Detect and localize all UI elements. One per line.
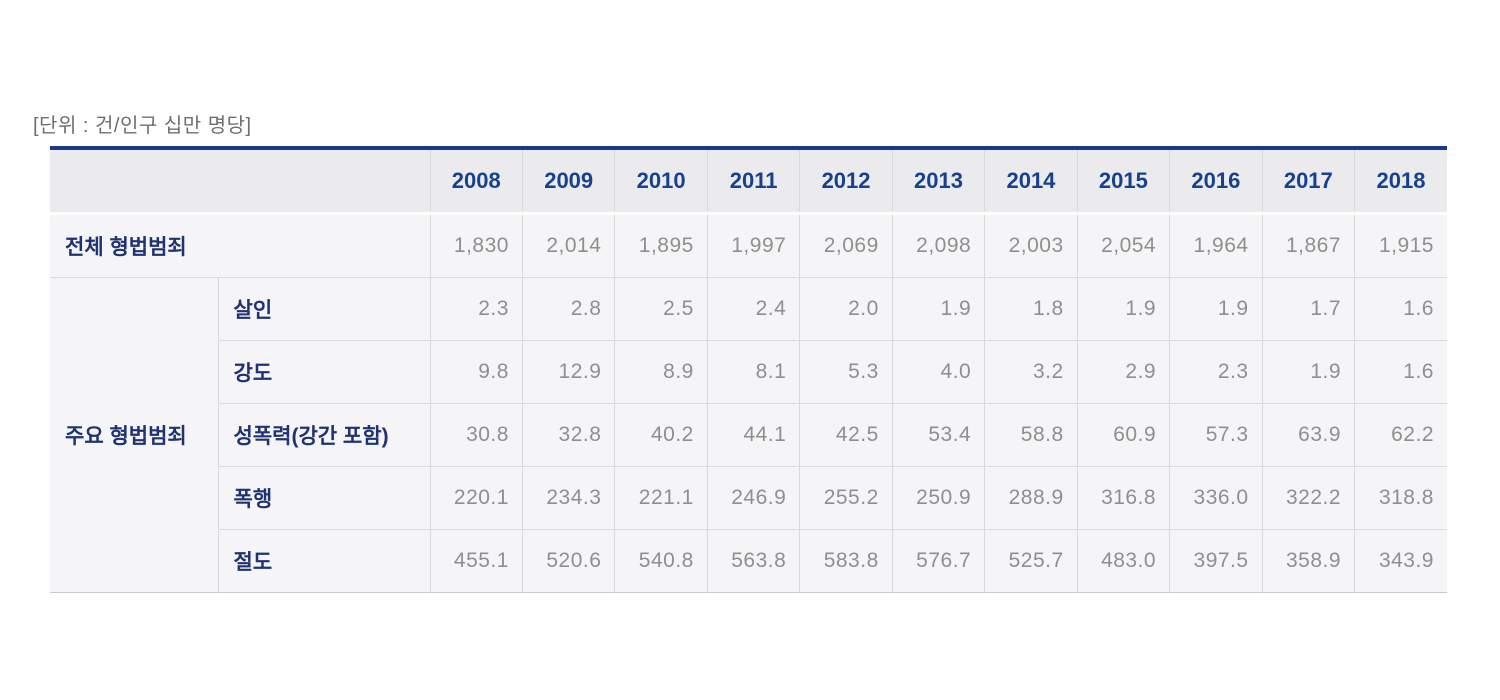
table-cell: 58.8 — [984, 403, 1078, 467]
table-cell: 1.7 — [1261, 277, 1355, 341]
unit-caption: [단위 : 건/인구 십만 명당] — [33, 115, 252, 137]
table-cell: 5.3 — [799, 340, 893, 404]
table-cell: 250.9 — [891, 466, 985, 530]
table-cell: 2.4 — [706, 277, 800, 341]
table-cell: 336.0 — [1169, 466, 1263, 530]
table-cell: 2.8 — [521, 277, 615, 341]
table-cell: 563.8 — [706, 529, 800, 593]
table-cell: 1.9 — [1261, 340, 1355, 404]
table-cell: 220.1 — [429, 466, 523, 530]
crime-stats-table: 2008 2009 2010 2011 2012 2013 2014 2015 … — [50, 146, 1447, 593]
row-label-murder: 살인 — [217, 277, 430, 341]
group-label-major-crimes: 주요 형법범죄 — [50, 277, 218, 593]
table-cell: 9.8 — [429, 340, 523, 404]
table-cell: 2,003 — [984, 213, 1078, 278]
table-row-robbery: 강도 9.8 12.9 8.9 8.1 5.3 4.0 3.2 2.9 2.3 … — [50, 340, 1447, 404]
table-row-murder: 주요 형법범죄 살인 2.3 2.8 2.5 2.4 2.0 1.9 1.8 1… — [50, 277, 1447, 593]
table-row-sexual-violence: 성폭력(강간 포함) 30.8 32.8 40.2 44.1 42.5 53.4… — [50, 403, 1447, 467]
year-header-row: 2008 2009 2010 2011 2012 2013 2014 2015 … — [50, 148, 1447, 215]
table-cell: 2.9 — [1076, 340, 1170, 404]
table-cell: 32.8 — [521, 403, 615, 467]
table-cell: 1,895 — [614, 213, 708, 278]
table-cell: 583.8 — [799, 529, 893, 593]
table-cell: 2,069 — [799, 213, 893, 278]
table-cell: 30.8 — [429, 403, 523, 467]
table-cell: 2,098 — [891, 213, 985, 278]
table-cell: 2.3 — [1169, 340, 1263, 404]
table-cell: 4.0 — [891, 340, 985, 404]
table-cell: 288.9 — [984, 466, 1078, 530]
table-cell: 2,054 — [1076, 213, 1170, 278]
year-header: 2010 — [614, 148, 708, 215]
table-cell: 1.9 — [1169, 277, 1263, 341]
year-header: 2018 — [1354, 148, 1447, 215]
row-label-assault: 폭행 — [217, 466, 430, 530]
table-cell: 2.3 — [429, 277, 523, 341]
table-cell: 2,014 — [521, 213, 615, 278]
table-cell: 63.9 — [1261, 403, 1355, 467]
year-header: 2015 — [1076, 148, 1170, 215]
table-cell: 1.9 — [1076, 277, 1170, 341]
table-cell: 255.2 — [799, 466, 893, 530]
table-cell: 1,830 — [429, 213, 523, 278]
row-label-robbery: 강도 — [217, 340, 430, 404]
table-cell: 246.9 — [706, 466, 800, 530]
table-cell: 520.6 — [521, 529, 615, 593]
table-cell: 576.7 — [891, 529, 985, 593]
table-cell: 2.0 — [799, 277, 893, 341]
table-cell: 540.8 — [614, 529, 708, 593]
table-cell: 525.7 — [984, 529, 1078, 593]
table-cell: 343.9 — [1354, 529, 1447, 593]
table-cell: 1,964 — [1169, 213, 1263, 278]
table-cell: 2.5 — [614, 277, 708, 341]
table-cell: 1,997 — [706, 213, 800, 278]
year-header: 2014 — [984, 148, 1078, 215]
year-header: 2012 — [799, 148, 893, 215]
year-header: 2017 — [1261, 148, 1355, 215]
table-row-assault: 폭행 220.1 234.3 221.1 246.9 255.2 250.9 2… — [50, 466, 1447, 530]
table-cell: 1.8 — [984, 277, 1078, 341]
table-cell: 318.8 — [1354, 466, 1447, 530]
table-row-theft: 절도 455.1 520.6 540.8 563.8 583.8 576.7 5… — [50, 529, 1447, 593]
row-label-total: 전체 형법범죄 — [50, 213, 430, 278]
table-cell: 316.8 — [1076, 466, 1170, 530]
table-cell: 1,915 — [1354, 213, 1447, 278]
table-cell: 53.4 — [891, 403, 985, 467]
table-cell: 397.5 — [1169, 529, 1263, 593]
table-cell: 1.6 — [1354, 277, 1447, 341]
table-cell: 8.9 — [614, 340, 708, 404]
table-cell: 234.3 — [521, 466, 615, 530]
row-label-theft: 절도 — [217, 529, 430, 593]
table-cell: 60.9 — [1076, 403, 1170, 467]
year-header: 2009 — [521, 148, 615, 215]
table-cell: 57.3 — [1169, 403, 1263, 467]
table-cell: 455.1 — [429, 529, 523, 593]
year-header: 2013 — [891, 148, 985, 215]
table-cell: 62.2 — [1354, 403, 1447, 467]
table-cell: 40.2 — [614, 403, 708, 467]
table-cell: 1.6 — [1354, 340, 1447, 404]
year-header: 2016 — [1169, 148, 1263, 215]
year-header: 2011 — [706, 148, 800, 215]
year-header: 2008 — [429, 148, 523, 215]
table-cell: 1.9 — [891, 277, 985, 341]
table-cell: 3.2 — [984, 340, 1078, 404]
table-cell: 1,867 — [1261, 213, 1355, 278]
table-cell: 8.1 — [706, 340, 800, 404]
row-label-sexual-violence: 성폭력(강간 포함) — [217, 403, 430, 467]
table-cell: 322.2 — [1261, 466, 1355, 530]
table-cell: 12.9 — [521, 340, 615, 404]
table-cell: 44.1 — [706, 403, 800, 467]
table-cell: 483.0 — [1076, 529, 1170, 593]
table-cell: 42.5 — [799, 403, 893, 467]
table-cell: 221.1 — [614, 466, 708, 530]
table-cell: 358.9 — [1261, 529, 1355, 593]
table-row-total: 전체 형법범죄 1,830 2,014 1,895 1,997 2,069 2,… — [50, 213, 1447, 278]
corner-cell — [50, 148, 430, 215]
